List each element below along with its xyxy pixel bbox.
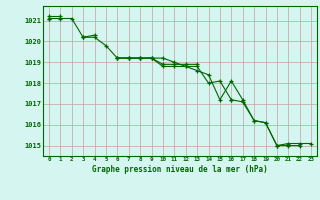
X-axis label: Graphe pression niveau de la mer (hPa): Graphe pression niveau de la mer (hPa) <box>92 165 268 174</box>
